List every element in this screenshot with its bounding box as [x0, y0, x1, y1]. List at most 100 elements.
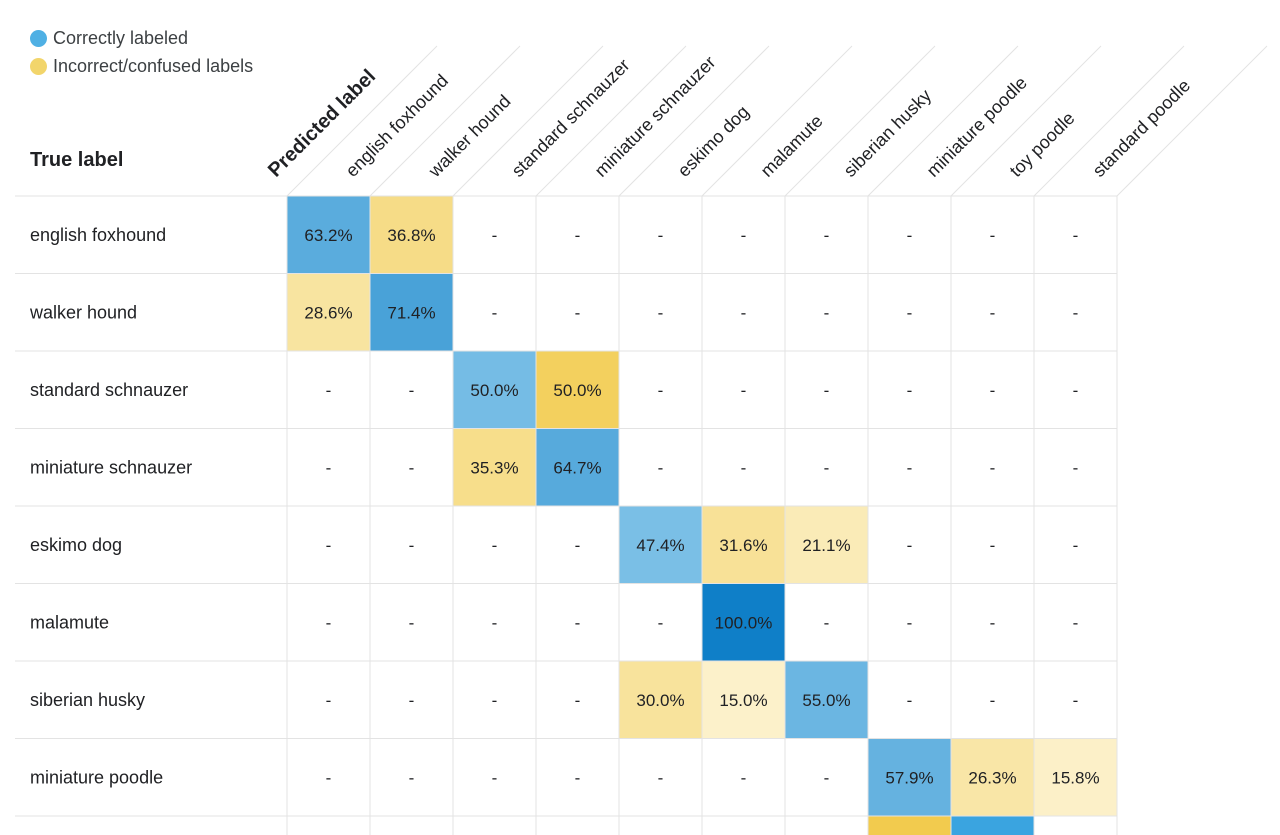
- cell-confused-r1-c0: [287, 273, 370, 351]
- cell-value-r5-c2: -: [492, 613, 498, 632]
- cell-value-r6-c6: 55.0%: [802, 691, 850, 710]
- row-label-1: walker hound: [29, 302, 137, 322]
- col-header-diagonal-0: [286, 45, 438, 197]
- column-label-4: eskimo dog: [674, 102, 753, 181]
- cell-value-r2-c2: 50.0%: [470, 381, 518, 400]
- cell-value-r2-c5: -: [741, 381, 747, 400]
- cell-value-r4-c4: 47.4%: [636, 536, 684, 555]
- column-label-9: standard poodle: [1089, 75, 1194, 180]
- cell-value-r3-c0: -: [326, 458, 332, 477]
- col-header-diagonal-9: [1033, 45, 1185, 197]
- correct-dot-icon: [30, 29, 47, 47]
- cell-value-r5-c9: -: [1073, 613, 1079, 632]
- cell-confused-r7-c8: [951, 738, 1034, 816]
- cell-value-r6-c3: -: [575, 691, 581, 710]
- cell-confused-r6-c5: [702, 661, 785, 739]
- col-header-diagonal-2: [452, 45, 604, 197]
- cell-value-r3-c8: -: [990, 458, 996, 477]
- cell-value-r0-c3: -: [575, 226, 581, 245]
- cell-value-r6-c8: -: [990, 691, 996, 710]
- cell-value-r1-c4: -: [658, 303, 664, 322]
- cell-value-r7-c6: -: [824, 768, 830, 787]
- cell-confused-r2-c3: [536, 351, 619, 429]
- cell-value-r7-c8: 26.3%: [968, 768, 1016, 787]
- cell-value-r0-c0: 63.2%: [304, 226, 352, 245]
- column-label-8: toy poodle: [1006, 108, 1079, 181]
- cell-value-r0-c4: -: [658, 226, 664, 245]
- col-header-diagonal-1: [369, 45, 521, 197]
- cell-value-r4-c6: 21.1%: [802, 536, 850, 555]
- cell-value-r2-c1: -: [409, 381, 415, 400]
- cell-value-r5-c6: -: [824, 613, 830, 632]
- cell-value-r7-c4: -: [658, 768, 664, 787]
- cell-value-r7-c1: -: [409, 768, 415, 787]
- cell-correct-r3-c3: [536, 428, 619, 506]
- cell-value-r0-c8: -: [990, 226, 996, 245]
- true-label-title: True label: [30, 149, 124, 171]
- col-header-diagonal-6: [784, 45, 936, 197]
- cell-value-r0-c5: -: [741, 226, 747, 245]
- cell-value-r6-c9: -: [1073, 691, 1079, 710]
- legend-label-correct: Correctly labeled: [53, 27, 189, 48]
- cell-value-r4-c2: -: [492, 536, 498, 555]
- column-label-1: walker hound: [424, 91, 515, 182]
- cell-value-r4-c8: -: [990, 536, 996, 555]
- cell-confused-r4-c6: [785, 506, 868, 584]
- cell-correct-r7-c7: [868, 738, 951, 816]
- cell-confused-r7-c9: [1034, 738, 1117, 816]
- cell-value-r3-c9: -: [1073, 458, 1079, 477]
- cell-value-r7-c3: -: [575, 768, 581, 787]
- col-header-diagonal-4: [618, 45, 770, 197]
- legend-label-incorrect: Incorrect/confused labels: [53, 55, 254, 76]
- cell-value-r3-c6: -: [824, 458, 830, 477]
- cell-correct-r5-c5: [702, 583, 785, 661]
- cell-value-r2-c3: 50.0%: [553, 381, 601, 400]
- cell-value-r1-c7: -: [907, 303, 913, 322]
- cell-value-r2-c6: -: [824, 381, 830, 400]
- cell-value-r4-c3: -: [575, 536, 581, 555]
- cell-value-r4-c0: -: [326, 536, 332, 555]
- cell-value-r5-c1: -: [409, 613, 415, 632]
- cell-value-r4-c7: -: [907, 536, 913, 555]
- cell-value-r0-c1: 36.8%: [387, 226, 435, 245]
- cell-value-r3-c3: 64.7%: [553, 458, 601, 477]
- cell-value-r0-c6: -: [824, 226, 830, 245]
- cell-value-r1-c5: -: [741, 303, 747, 322]
- row-label-4: eskimo dog: [30, 535, 122, 555]
- cell-confused-r3-c2: [453, 428, 536, 506]
- cell-correct-r1-c1: [370, 273, 453, 351]
- cell-value-r2-c9: -: [1073, 381, 1079, 400]
- cell-value-r1-c0: 28.6%: [304, 303, 352, 322]
- column-label-6: siberian husky: [840, 85, 936, 181]
- cell-value-r1-c2: -: [492, 303, 498, 322]
- cell-value-r4-c1: -: [409, 536, 415, 555]
- cell-value-r5-c5: 100.0%: [715, 613, 773, 632]
- cell-value-r1-c9: -: [1073, 303, 1079, 322]
- col-header-diagonal-7: [867, 45, 1019, 197]
- cell-value-r7-c9: 15.8%: [1051, 768, 1099, 787]
- cell-correct-r6-c6: [785, 661, 868, 739]
- cell-value-r2-c0: -: [326, 381, 332, 400]
- cell-correct-r2-c2: [453, 351, 536, 429]
- cell-value-r1-c8: -: [990, 303, 996, 322]
- cell-value-r6-c7: -: [907, 691, 913, 710]
- row-label-2: standard schnauzer: [30, 380, 188, 400]
- row-label-6: siberian husky: [30, 690, 145, 710]
- legend-item-correct: Correctly labeled: [30, 24, 253, 52]
- cell-value-r1-c1: 71.4%: [387, 303, 435, 322]
- cell-value-r3-c5: -: [741, 458, 747, 477]
- cell-value-r1-c3: -: [575, 303, 581, 322]
- cell-value-r0-c9: -: [1073, 226, 1079, 245]
- cell-value-r5-c4: -: [658, 613, 664, 632]
- row-label-3: miniature schnauzer: [30, 457, 192, 477]
- cell-value-r1-c6: -: [824, 303, 830, 322]
- row-label-5: malamute: [30, 612, 109, 632]
- incorrect-dot-icon: [30, 57, 47, 75]
- cell-confused-r4-c5: [702, 506, 785, 584]
- cell-correct-r0-c0: [287, 196, 370, 274]
- cell-value-r2-c4: -: [658, 381, 664, 400]
- cell-value-r3-c7: -: [907, 458, 913, 477]
- col-header-diagonal-5: [701, 45, 853, 197]
- cell-value-r6-c4: 30.0%: [636, 691, 684, 710]
- cell-confused-r0-c1: [370, 196, 453, 274]
